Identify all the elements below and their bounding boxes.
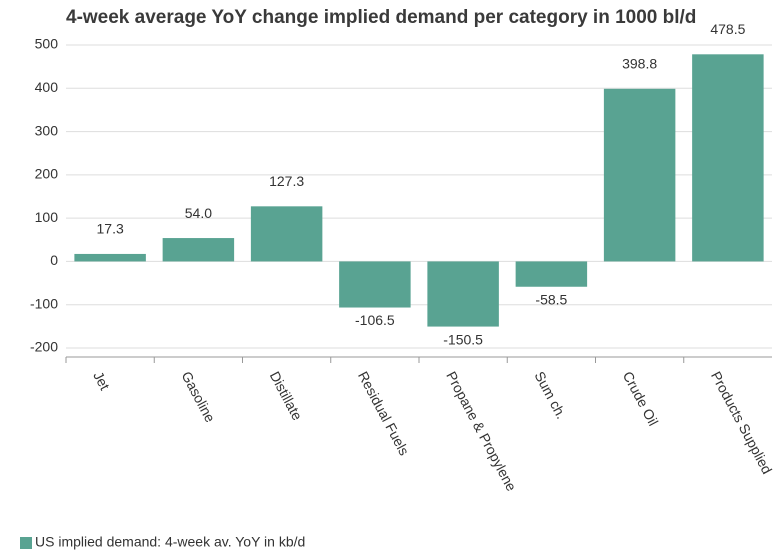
- y-tick-label: 100: [35, 209, 59, 225]
- x-tick-label: Distillate: [267, 369, 306, 423]
- bar: [603, 88, 676, 262]
- y-tick-label: 500: [35, 36, 59, 52]
- x-tick-label: Propane & Propylene: [443, 369, 520, 494]
- legend-label: US implied demand: 4-week av. YoY in kb/…: [35, 534, 305, 550]
- x-tick-label: Products Supplied: [708, 369, 775, 477]
- x-tick-label: Jet: [90, 369, 113, 393]
- y-tick-label: -100: [30, 295, 58, 311]
- value-label: 17.3: [97, 221, 124, 237]
- value-label: 398.8: [622, 56, 657, 72]
- value-label: -58.5: [535, 291, 567, 307]
- y-tick-label: -200: [30, 339, 58, 355]
- bar: [339, 261, 411, 308]
- value-label: -150.5: [443, 331, 483, 347]
- value-label: 478.5: [710, 21, 745, 37]
- x-tick-label: Residual Fuels: [355, 369, 413, 458]
- legend-swatch: [20, 537, 32, 549]
- chart-title: 4-week average YoY change implied demand…: [66, 7, 696, 28]
- bar: [74, 253, 146, 262]
- bar: [515, 261, 588, 287]
- bar: [692, 54, 764, 262]
- value-label: -106.5: [355, 312, 395, 328]
- y-tick-label: 300: [35, 122, 59, 138]
- value-label: 127.3: [269, 173, 304, 189]
- value-label: 54.0: [185, 205, 212, 221]
- y-tick-label: 200: [35, 166, 59, 182]
- y-tick-label: 0: [50, 252, 58, 268]
- x-tick-label: Sum ch.: [531, 369, 569, 422]
- y-tick-label: 400: [35, 79, 59, 95]
- x-tick-label: Crude Oil: [620, 369, 662, 429]
- bar: [427, 261, 499, 327]
- bar: [250, 206, 323, 262]
- x-tick-label: Gasoline: [178, 369, 218, 425]
- bar: [162, 238, 235, 262]
